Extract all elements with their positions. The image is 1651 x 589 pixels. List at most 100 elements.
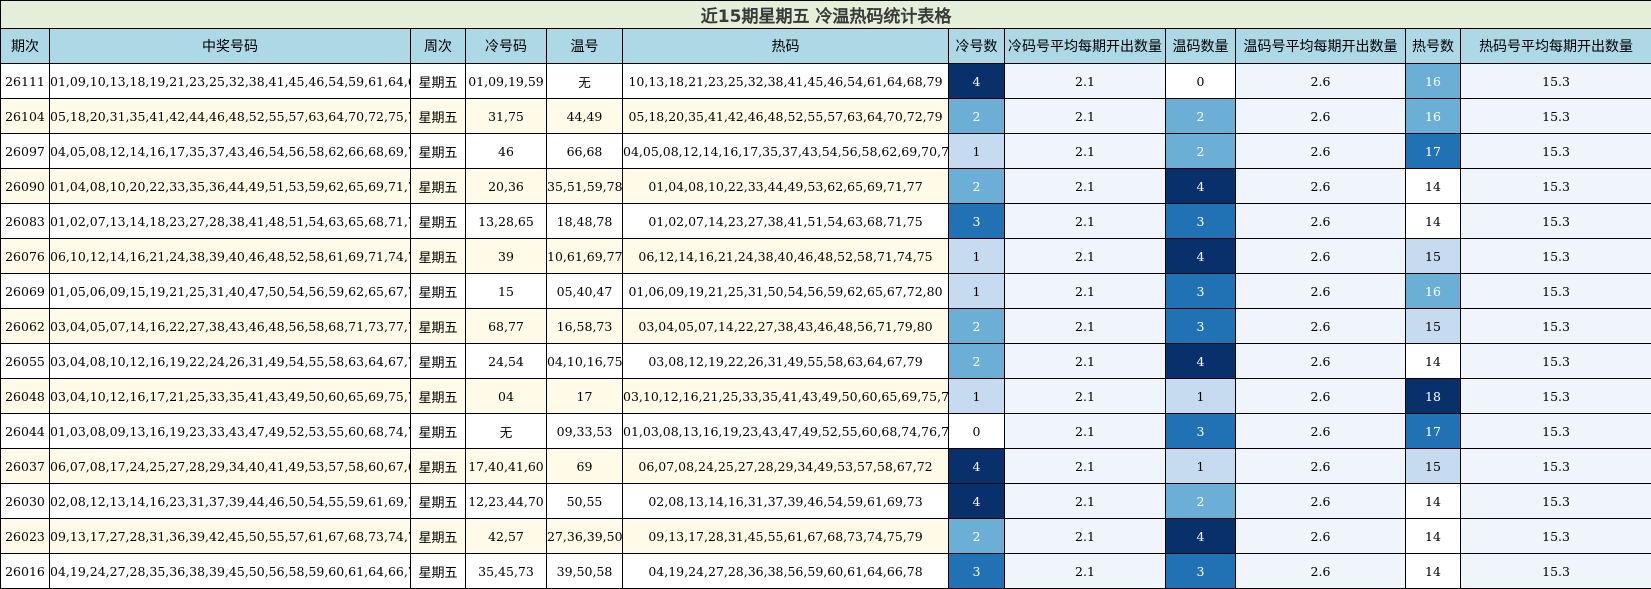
cell-cold-numbers[interactable]: 31,75 — [465, 98, 547, 134]
cell-hot-numbers[interactable]: 04,19,24,27,28,36,38,56,59,60,61,64,66,7… — [622, 553, 949, 589]
cell-warm-count[interactable]: 1 — [1165, 378, 1236, 414]
cell-cold-numbers[interactable]: 24,54 — [465, 343, 547, 379]
cell-hot-numbers[interactable]: 02,08,13,14,16,31,37,39,46,54,59,61,69,7… — [622, 483, 949, 519]
cell-warm-count[interactable]: 1 — [1165, 448, 1236, 484]
cell-cold-count[interactable]: 1 — [948, 133, 1005, 169]
cell-hot-numbers[interactable]: 06,12,14,16,21,24,38,40,46,48,52,58,71,7… — [622, 238, 949, 274]
cell-cold-count[interactable]: 4 — [948, 483, 1005, 519]
cell-hot-average[interactable]: 15.3 — [1459, 308, 1651, 344]
cell-hot-numbers[interactable]: 03,04,05,07,14,22,27,38,43,46,48,56,71,7… — [622, 308, 949, 344]
cell-hot-count[interactable]: 15 — [1405, 448, 1461, 484]
cell-warm-numbers[interactable]: 04,10,16,75 — [546, 343, 623, 379]
cell-weekday[interactable]: 星期五 — [410, 448, 466, 484]
cell-weekday[interactable]: 星期五 — [410, 98, 466, 134]
cell-period[interactable]: 26030 — [0, 483, 50, 519]
cell-weekday[interactable]: 星期五 — [410, 238, 466, 274]
cell-cold-average[interactable]: 2.1 — [1004, 308, 1166, 344]
cell-hot-count[interactable]: 16 — [1405, 98, 1461, 134]
cell-warm-average[interactable]: 2.6 — [1235, 378, 1406, 414]
cell-warm-average[interactable]: 2.6 — [1235, 273, 1406, 309]
cell-hot-numbers[interactable]: 01,03,08,13,16,19,23,43,47,49,52,55,60,6… — [622, 413, 949, 449]
cell-cold-count[interactable]: 2 — [948, 343, 1005, 379]
cell-cold-average[interactable]: 2.1 — [1004, 378, 1166, 414]
cell-warm-average[interactable]: 2.6 — [1235, 483, 1406, 519]
cell-period[interactable]: 26016 — [0, 553, 50, 589]
cell-hot-average[interactable]: 15.3 — [1459, 448, 1651, 484]
cell-warm-numbers[interactable]: 无 — [546, 63, 623, 99]
cell-hot-count[interactable]: 14 — [1405, 168, 1461, 204]
cell-cold-average[interactable]: 2.1 — [1004, 203, 1166, 239]
cell-period[interactable]: 26048 — [0, 378, 50, 414]
cell-weekday[interactable]: 星期五 — [410, 168, 466, 204]
header-hot-numbers[interactable]: 热码 — [622, 28, 949, 64]
cell-warm-count[interactable]: 3 — [1165, 273, 1236, 309]
cell-hot-average[interactable]: 15.3 — [1459, 553, 1651, 589]
cell-cold-average[interactable]: 2.1 — [1004, 483, 1166, 519]
cell-cold-average[interactable]: 2.1 — [1004, 448, 1166, 484]
cell-winning-numbers[interactable]: 04,19,24,27,28,35,36,38,39,45,50,56,58,5… — [49, 553, 411, 589]
cell-cold-average[interactable]: 2.1 — [1004, 168, 1166, 204]
cell-weekday[interactable]: 星期五 — [410, 413, 466, 449]
cell-cold-count[interactable]: 0 — [948, 413, 1005, 449]
cell-hot-average[interactable]: 15.3 — [1459, 273, 1651, 309]
cell-warm-numbers[interactable]: 50,55 — [546, 483, 623, 519]
cell-hot-count[interactable]: 16 — [1405, 63, 1461, 99]
cell-cold-average[interactable]: 2.1 — [1004, 238, 1166, 274]
cell-hot-count[interactable]: 14 — [1405, 518, 1461, 554]
cell-cold-numbers[interactable]: 20,36 — [465, 168, 547, 204]
cell-hot-numbers[interactable]: 01,04,08,10,22,33,44,49,53,62,65,69,71,7… — [622, 168, 949, 204]
cell-winning-numbers[interactable]: 06,10,12,14,16,21,24,38,39,40,46,48,52,5… — [49, 238, 411, 274]
cell-winning-numbers[interactable]: 01,09,10,13,18,19,21,23,25,32,38,41,45,4… — [49, 63, 411, 99]
cell-warm-average[interactable]: 2.6 — [1235, 98, 1406, 134]
cell-hot-numbers[interactable]: 03,08,12,19,22,26,31,49,55,58,63,64,67,7… — [622, 343, 949, 379]
cell-cold-average[interactable]: 2.1 — [1004, 413, 1166, 449]
header-period[interactable]: 期次 — [0, 28, 50, 64]
cell-warm-count[interactable]: 2 — [1165, 483, 1236, 519]
cell-hot-numbers[interactable]: 05,18,20,35,41,42,46,48,52,55,57,63,64,7… — [622, 98, 949, 134]
cell-cold-count[interactable]: 4 — [948, 63, 1005, 99]
cell-cold-numbers[interactable]: 无 — [465, 413, 547, 449]
cell-hot-numbers[interactable]: 04,05,08,12,14,16,17,35,37,43,54,56,58,6… — [622, 133, 949, 169]
header-warm-count[interactable]: 温码数量 — [1165, 28, 1236, 64]
cell-period[interactable]: 26055 — [0, 343, 50, 379]
cell-winning-numbers[interactable]: 01,05,06,09,15,19,21,25,31,40,47,50,54,5… — [49, 273, 411, 309]
cell-cold-count[interactable]: 2 — [948, 518, 1005, 554]
cell-cold-count[interactable]: 2 — [948, 98, 1005, 134]
cell-warm-average[interactable]: 2.6 — [1235, 553, 1406, 589]
cell-hot-count[interactable]: 15 — [1405, 238, 1461, 274]
cell-warm-numbers[interactable]: 44,49 — [546, 98, 623, 134]
cell-cold-count[interactable]: 2 — [948, 168, 1005, 204]
cell-hot-average[interactable]: 15.3 — [1459, 63, 1651, 99]
cell-warm-numbers[interactable]: 09,33,53 — [546, 413, 623, 449]
cell-winning-numbers[interactable]: 06,07,08,17,24,25,27,28,29,34,40,41,49,5… — [49, 448, 411, 484]
cell-cold-average[interactable]: 2.1 — [1004, 553, 1166, 589]
cell-warm-numbers[interactable]: 17 — [546, 378, 623, 414]
cell-warm-numbers[interactable]: 10,61,69,77 — [546, 238, 623, 274]
cell-cold-count[interactable]: 1 — [948, 238, 1005, 274]
cell-period[interactable]: 26023 — [0, 518, 50, 554]
cell-period[interactable]: 26044 — [0, 413, 50, 449]
cell-cold-count[interactable]: 1 — [948, 273, 1005, 309]
cell-hot-average[interactable]: 15.3 — [1459, 378, 1651, 414]
cell-warm-average[interactable]: 2.6 — [1235, 238, 1406, 274]
cell-hot-numbers[interactable]: 09,13,17,28,31,45,55,61,67,68,73,74,75,7… — [622, 518, 949, 554]
cell-cold-numbers[interactable]: 17,40,41,60 — [465, 448, 547, 484]
header-winning-numbers[interactable]: 中奖号码 — [49, 28, 411, 64]
cell-warm-count[interactable]: 4 — [1165, 238, 1236, 274]
cell-weekday[interactable]: 星期五 — [410, 518, 466, 554]
cell-winning-numbers[interactable]: 03,04,08,10,12,16,19,22,24,26,31,49,54,5… — [49, 343, 411, 379]
cell-warm-numbers[interactable]: 66,68 — [546, 133, 623, 169]
cell-cold-count[interactable]: 2 — [948, 308, 1005, 344]
cell-warm-average[interactable]: 2.6 — [1235, 448, 1406, 484]
header-cold-numbers[interactable]: 冷号码 — [465, 28, 547, 64]
cell-warm-average[interactable]: 2.6 — [1235, 308, 1406, 344]
cell-weekday[interactable]: 星期五 — [410, 378, 466, 414]
cell-weekday[interactable]: 星期五 — [410, 273, 466, 309]
cell-period[interactable]: 26062 — [0, 308, 50, 344]
cell-cold-numbers[interactable]: 04 — [465, 378, 547, 414]
cell-warm-average[interactable]: 2.6 — [1235, 343, 1406, 379]
cell-hot-numbers[interactable]: 01,06,09,19,21,25,31,50,54,56,59,62,65,6… — [622, 273, 949, 309]
cell-period[interactable]: 26069 — [0, 273, 50, 309]
cell-warm-average[interactable]: 2.6 — [1235, 63, 1406, 99]
cell-cold-count[interactable]: 1 — [948, 378, 1005, 414]
